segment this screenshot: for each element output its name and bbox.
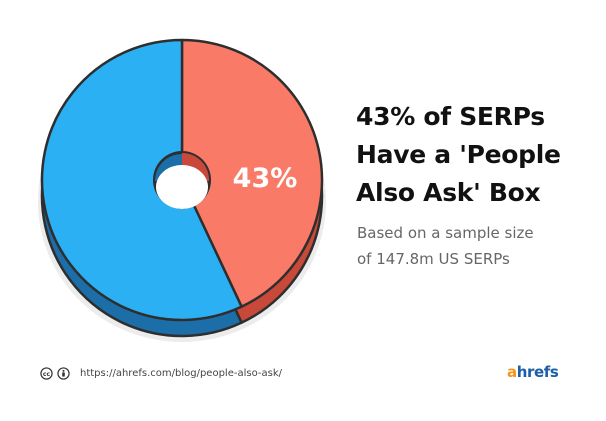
footer: cc https://ahrefs.com/blog/people-also-a…	[40, 364, 282, 382]
logo-letter-a: a	[507, 363, 517, 381]
donut-chart: 43%	[38, 38, 326, 342]
source-link[interactable]: https://ahrefs.com/blog/people-also-ask/	[80, 367, 282, 379]
title-line-2: Have a 'People	[356, 140, 561, 169]
ahrefs-logo: ahrefs	[507, 363, 559, 381]
subtitle-line-2: of 147.8m US SERPs	[357, 250, 510, 268]
title-line-1: 43% of SERPs	[356, 102, 545, 131]
svg-text:cc: cc	[43, 370, 51, 377]
pie-slice-1	[180, 38, 324, 308]
title-line-3: Also Ask' Box	[356, 178, 541, 207]
logo-letters-rest: hrefs	[516, 363, 559, 381]
subtitle-line-1: Based on a sample size	[357, 224, 534, 242]
donut-hole	[156, 165, 208, 209]
attribution-icon	[57, 366, 70, 380]
cc-icon: cc	[40, 366, 53, 380]
slice-label-1: 43%	[233, 163, 298, 194]
pie-slice-2	[40, 38, 243, 322]
chart-title: 43% of SERPs Have a 'People Also Ask' Bo…	[356, 98, 596, 212]
chart-subtitle: Based on a sample size of 147.8m US SERP…	[357, 220, 597, 272]
